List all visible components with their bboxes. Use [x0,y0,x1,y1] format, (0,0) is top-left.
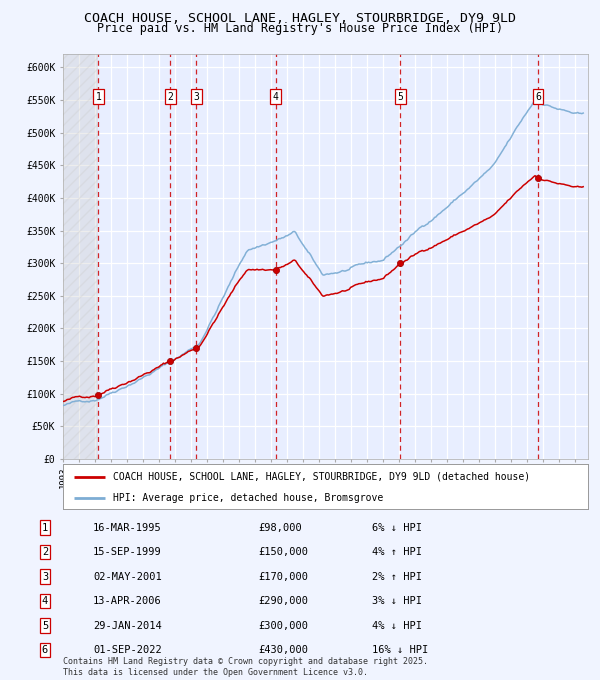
Text: 1: 1 [42,523,48,532]
Text: 01-SEP-2022: 01-SEP-2022 [93,645,162,655]
Text: £170,000: £170,000 [258,572,308,581]
Text: 3% ↓ HPI: 3% ↓ HPI [372,596,422,606]
Text: 5: 5 [42,621,48,630]
Text: 5: 5 [397,92,403,102]
Bar [63,54,98,459]
Text: 1: 1 [95,92,101,102]
Text: £150,000: £150,000 [258,547,308,557]
Text: 02-MAY-2001: 02-MAY-2001 [93,572,162,581]
Text: 29-JAN-2014: 29-JAN-2014 [93,621,162,630]
Text: 6: 6 [535,92,541,102]
Text: 4: 4 [272,92,278,102]
Text: £290,000: £290,000 [258,596,308,606]
Text: £300,000: £300,000 [258,621,308,630]
Text: 16% ↓ HPI: 16% ↓ HPI [372,645,428,655]
Text: 4: 4 [42,596,48,606]
Text: 2% ↑ HPI: 2% ↑ HPI [372,572,422,581]
Text: £98,000: £98,000 [258,523,302,532]
Text: 15-SEP-1999: 15-SEP-1999 [93,547,162,557]
Text: 3: 3 [193,92,199,102]
Text: Contains HM Land Registry data © Crown copyright and database right 2025.
This d: Contains HM Land Registry data © Crown c… [63,657,428,677]
Text: COACH HOUSE, SCHOOL LANE, HAGLEY, STOURBRIDGE, DY9 9LD (detached house): COACH HOUSE, SCHOOL LANE, HAGLEY, STOURB… [113,472,530,482]
Text: COACH HOUSE, SCHOOL LANE, HAGLEY, STOURBRIDGE, DY9 9LD: COACH HOUSE, SCHOOL LANE, HAGLEY, STOURB… [84,12,516,24]
Text: 6: 6 [42,645,48,655]
Text: 3: 3 [42,572,48,581]
Text: £430,000: £430,000 [258,645,308,655]
Text: 16-MAR-1995: 16-MAR-1995 [93,523,162,532]
Text: HPI: Average price, detached house, Bromsgrove: HPI: Average price, detached house, Brom… [113,492,383,503]
Text: 2: 2 [42,547,48,557]
Text: 2: 2 [167,92,173,102]
Text: 6% ↓ HPI: 6% ↓ HPI [372,523,422,532]
Text: 4% ↑ HPI: 4% ↑ HPI [372,547,422,557]
Text: 13-APR-2006: 13-APR-2006 [93,596,162,606]
Text: 4% ↓ HPI: 4% ↓ HPI [372,621,422,630]
Text: Price paid vs. HM Land Registry's House Price Index (HPI): Price paid vs. HM Land Registry's House … [97,22,503,35]
